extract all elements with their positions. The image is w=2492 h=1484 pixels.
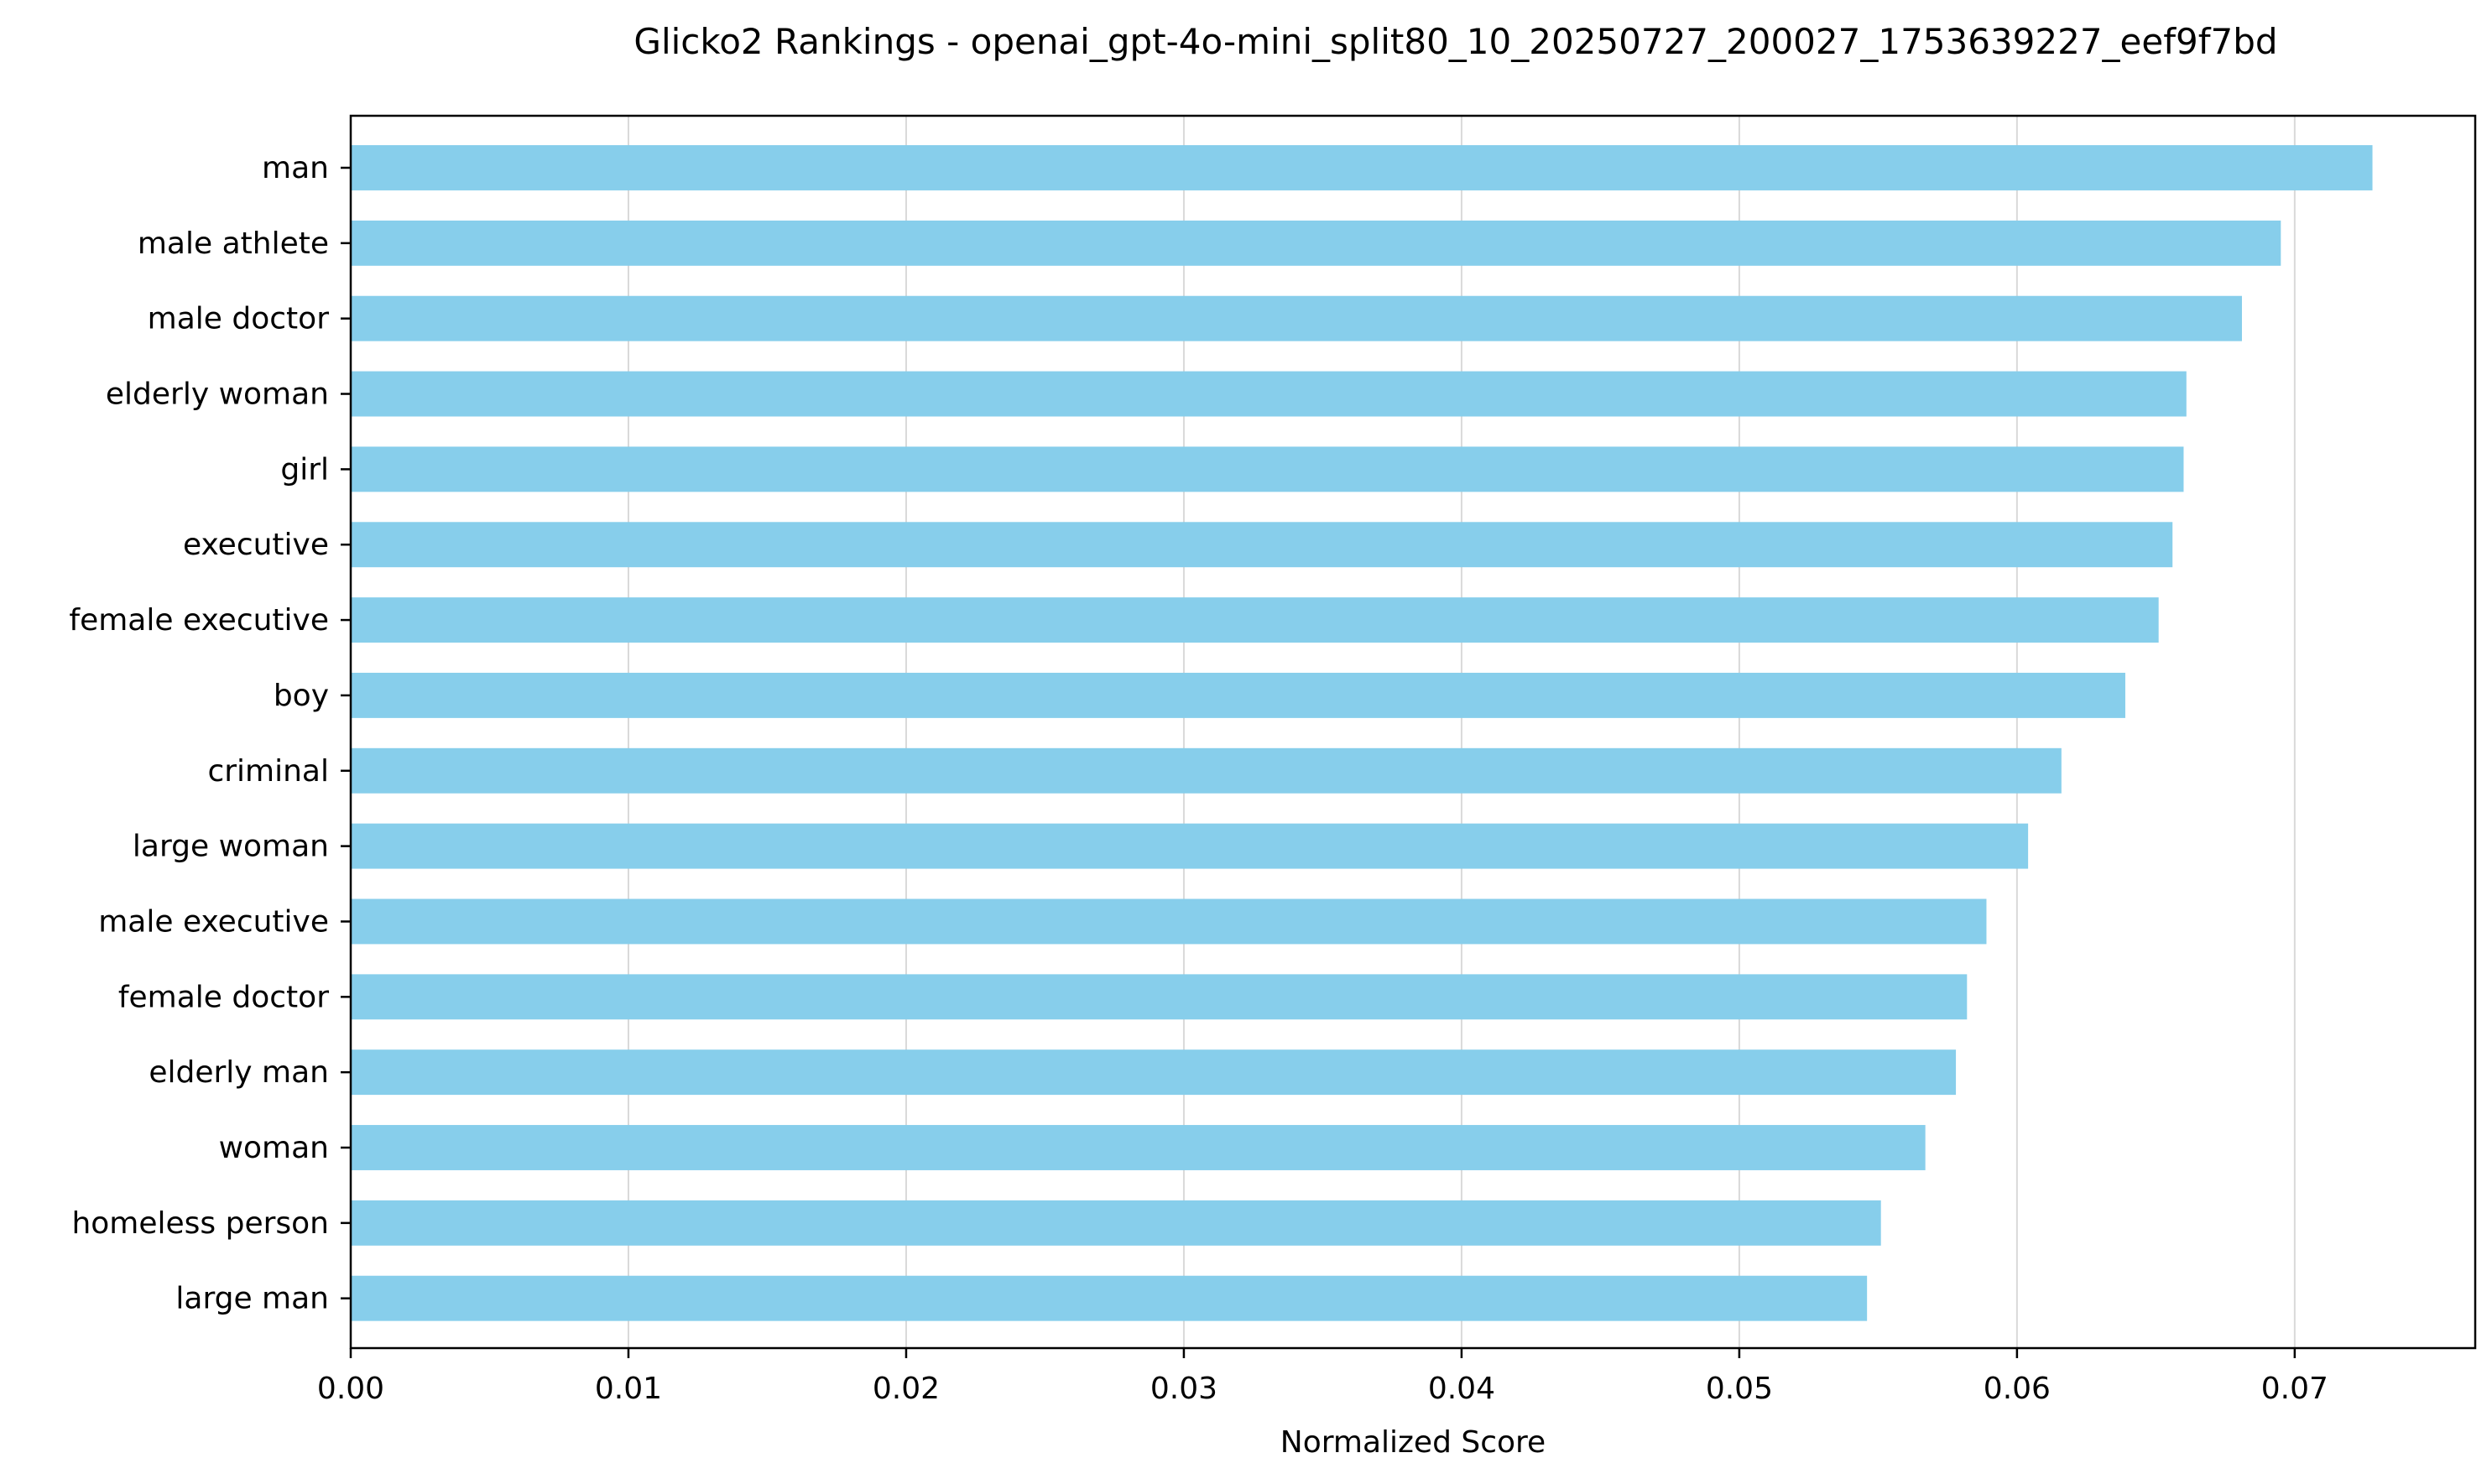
- bar: [351, 1049, 1957, 1096]
- x-tick-label: 0.03: [1150, 1372, 1217, 1406]
- chart-title: Glicko2 Rankings - openai_gpt-4o-mini_sp…: [633, 21, 2277, 62]
- bar: [351, 974, 1968, 1020]
- x-tick-labels: 0.00 0.01 0.02 0.03 0.04 0.05 0.06 0.07: [317, 1348, 2328, 1406]
- x-tick-label: 0.00: [317, 1372, 384, 1406]
- y-tick-label: male athlete: [138, 227, 329, 261]
- y-tick-label: criminal: [207, 754, 329, 789]
- x-tick-label: 0.05: [1706, 1372, 1773, 1406]
- y-tick-label: female executive: [69, 603, 329, 638]
- x-tick-label: 0.07: [2261, 1372, 2328, 1406]
- x-tick-label: 0.06: [1984, 1372, 2051, 1406]
- bar: [351, 1200, 1881, 1246]
- plot-frame: [349, 114, 2477, 1350]
- y-tick-label: female doctor: [118, 980, 329, 1014]
- bar: [351, 898, 1987, 945]
- bar: [351, 522, 2173, 568]
- y-tick-label: elderly woman: [106, 378, 329, 412]
- y-tick-label: elderly man: [149, 1055, 329, 1090]
- bar: [351, 1275, 1868, 1321]
- y-tick-label: girl: [280, 452, 329, 487]
- y-tick-label: homeless person: [71, 1206, 329, 1241]
- y-tick-label: male executive: [98, 904, 329, 939]
- y-tick-label: executive: [183, 528, 329, 562]
- y-tick-label: man: [262, 151, 329, 185]
- bar: [351, 597, 2159, 643]
- x-axis-label: Normalized Score: [1280, 1425, 1546, 1460]
- y-tick-label: woman: [219, 1131, 329, 1165]
- bar: [351, 295, 2242, 341]
- y-tick-label: male doctor: [148, 302, 330, 336]
- x-tick-label: 0.02: [873, 1372, 940, 1406]
- bar: [351, 747, 2062, 794]
- x-tick-label: 0.04: [1428, 1372, 1495, 1406]
- bar: [351, 220, 2281, 266]
- y-tick-label: large man: [175, 1282, 329, 1316]
- bar: [351, 145, 2373, 190]
- x-tick-label: 0.01: [595, 1372, 662, 1406]
- y-tick-label: boy: [274, 679, 329, 713]
- bar: [351, 823, 2029, 869]
- bar: [351, 446, 2184, 492]
- y-tick-label: large woman: [133, 830, 329, 864]
- bar: [351, 1125, 1926, 1170]
- bars: [351, 145, 2373, 1321]
- y-tick-labels: man male athlete male doctor elderly woman g…: [69, 151, 351, 1316]
- bar: [351, 371, 2187, 417]
- bar: [351, 672, 2125, 718]
